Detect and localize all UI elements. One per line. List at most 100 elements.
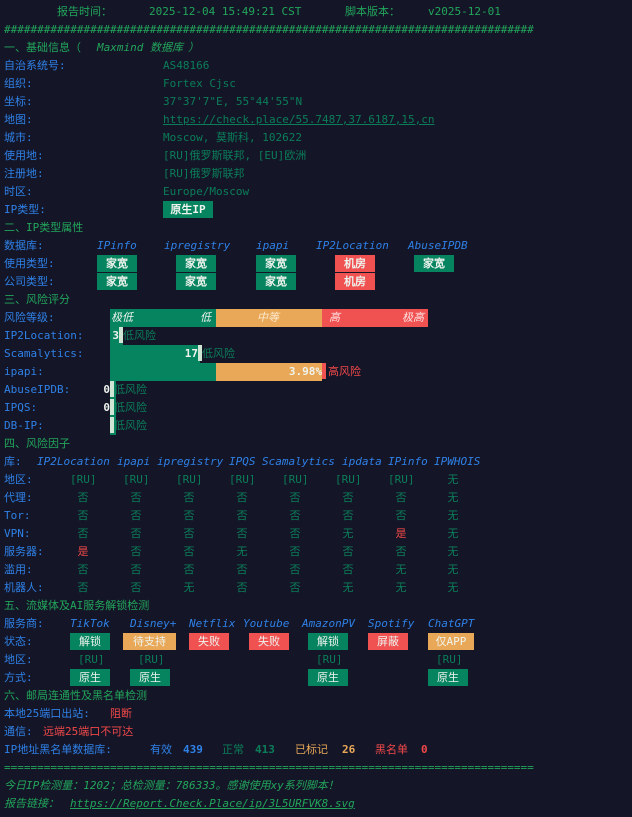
risk-scale-low-segment — [110, 309, 216, 327]
factor-value: [RU] — [388, 473, 415, 486]
basic-info-value: [RU]俄罗斯联邦 — [163, 167, 245, 180]
database-name: IPinfo — [97, 239, 137, 252]
factor-db-label: 库: — [4, 455, 22, 468]
service-method-badge: 原生 — [130, 669, 170, 686]
risk-row: Scamalytics: 17 低风险 — [0, 345, 632, 363]
factor-row: Tor: 否 否 否 否 否 否 否 无 — [0, 507, 632, 525]
factor-db-name: IP2Location — [37, 455, 110, 468]
factor-value: 无 — [447, 581, 459, 594]
factor-row: 服务器: 是 否 否 无 否 否 否 无 — [0, 543, 632, 561]
database-name: ipapi — [256, 239, 290, 252]
factor-value: 否 — [77, 563, 89, 576]
normal-label: 正常 — [222, 743, 244, 756]
factor-value: 否 — [183, 509, 195, 522]
scale-very-high: 极高 — [402, 311, 424, 324]
factor-value: 否 — [130, 563, 142, 576]
basic-info-label: 城市: — [4, 131, 33, 144]
risk-score: 3.98% — [288, 365, 322, 378]
status-label: 状态: — [4, 635, 33, 648]
blacklist-label: IP地址黑名单数据库: — [4, 743, 112, 756]
factor-value: 否 — [77, 581, 89, 594]
divider: ========================================… — [4, 761, 534, 774]
basic-info-row: 地图: https://check.place/55.7487,37.6187,1… — [0, 111, 632, 129]
risk-verdict: 低风险 — [114, 401, 147, 414]
section-risk-title: 三、风险评分 — [4, 293, 70, 306]
port25-value: 阻断 — [110, 707, 132, 720]
scale-medium: 中等 — [257, 311, 279, 324]
report-link[interactable]: https://Report.Check.Place/ip/3L5URFVK8.… — [70, 797, 355, 810]
basic-info-value: Fortex Cjsc — [163, 77, 236, 90]
factor-value: [RU] — [229, 473, 256, 486]
service-method-badge: 原生 — [70, 669, 110, 686]
factor-value: [RU] — [335, 473, 362, 486]
factor-value: 否 — [342, 563, 354, 576]
company-label: 公司类型: — [4, 275, 55, 288]
usage-type-badge: 机房 — [335, 255, 375, 272]
service-name: Netflix — [189, 617, 236, 630]
basic-info-row: 城市: Moscow, 莫斯科, 102622 — [0, 129, 632, 147]
comm-label: 通信: — [4, 725, 33, 738]
region-label: 地区: — [4, 653, 33, 666]
factor-value: 否 — [183, 491, 195, 504]
factor-value: 否 — [289, 545, 301, 558]
factor-value: 否 — [342, 509, 354, 522]
factor-value: 无 — [447, 545, 459, 558]
risk-bar-fill — [110, 345, 200, 363]
factor-label: VPN: — [4, 527, 31, 540]
ip-type-badge: 原生IP — [163, 201, 213, 218]
factor-value: 否 — [130, 491, 142, 504]
risk-row: AbuseIPDB: 0 低风险 — [0, 381, 632, 399]
factor-value: 否 — [77, 491, 89, 504]
factor-value: 无 — [395, 563, 407, 576]
risk-marker — [322, 363, 326, 379]
factor-value: 无 — [342, 527, 354, 540]
service-name: Youtube — [243, 617, 290, 630]
factor-value: 无 — [342, 581, 354, 594]
factor-value: 无 — [447, 509, 459, 522]
factor-row: 代理: 否 否 否 否 否 否 否 无 — [0, 489, 632, 507]
factor-label: 代理: — [4, 491, 33, 504]
factor-value: 否 — [289, 527, 301, 540]
factor-value: 否 — [236, 491, 248, 504]
factor-value: 否 — [342, 491, 354, 504]
service-region: [RU] — [78, 653, 105, 666]
risk-source-label: ipapi: — [4, 365, 44, 378]
risk-scale-high-segment — [322, 309, 428, 327]
service-status-badge: 失败 — [249, 633, 289, 650]
basic-info-label: 地图: — [4, 113, 33, 126]
report-header: 报告时间： 2025-12-04 15:49:21 CST 脚本版本： v202… — [0, 3, 632, 21]
company-type-badge: 家宽 — [97, 273, 137, 290]
risk-score: 3 — [112, 329, 119, 342]
map-link[interactable]: https://check.place/55.7487,37.6187,15,c… — [163, 113, 435, 126]
risk-row: DB-IP: 低风险 — [0, 417, 632, 435]
company-type-badge: 家宽 — [176, 273, 216, 290]
risk-scale: 风险等级: 极低 低 中等 高 极高 — [0, 309, 632, 327]
basic-info-row: 注册地: [RU]俄罗斯联邦 — [0, 165, 632, 183]
section-factors-title: 四、风险因子 — [4, 437, 70, 450]
factor-value: 无 — [447, 491, 459, 504]
risk-verdict: 高风险 — [328, 365, 361, 378]
normal-count: 413 — [255, 743, 275, 756]
factor-db-name: IPQS — [229, 455, 256, 468]
port25-label: 本地25端口出站: — [4, 707, 90, 720]
factor-db-name: ipdata — [342, 455, 382, 468]
scale-very-low: 极低 — [111, 311, 133, 324]
marked-label: 已标记 — [295, 743, 328, 756]
ip-type-label: IP类型: — [4, 203, 46, 216]
factor-label: 地区: — [4, 473, 33, 486]
factor-value: 无 — [183, 581, 195, 594]
risk-source-label: IPQS: — [4, 401, 38, 414]
company-type-badge: 机房 — [335, 273, 375, 290]
factor-value: 否 — [183, 563, 195, 576]
valid-label: 有效 — [150, 743, 172, 756]
basic-info-row: 自治系统号: AS48166 — [0, 57, 632, 75]
blacklist-label-count: 黑名单 — [375, 743, 408, 756]
service-method-badge: 原生 — [428, 669, 468, 686]
section-basic-title: 一、基础信息（ Maxmind 数据库 ） — [0, 39, 632, 57]
factor-value: 否 — [130, 581, 142, 594]
section-iptype-title: 二、IP类型属性 — [4, 221, 84, 234]
basic-info-row: 时区: Europe/Moscow — [0, 183, 632, 201]
scale-low: 低 — [200, 311, 211, 324]
usage-type-badge: 家宽 — [97, 255, 137, 272]
factor-row: 滥用: 否 否 否 否 否 否 无 无 — [0, 561, 632, 579]
